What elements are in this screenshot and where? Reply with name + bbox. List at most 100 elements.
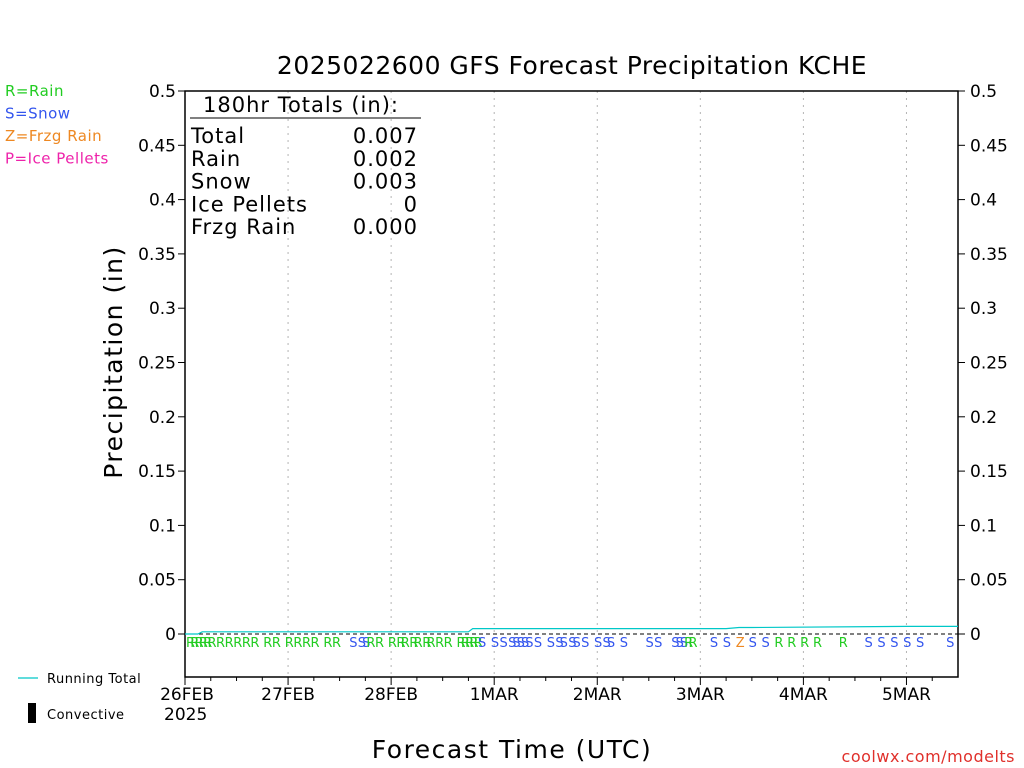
y-tick-label-left: 0.35	[138, 245, 176, 265]
x-tick-label: 26FEB	[160, 685, 214, 705]
precip-type-marker: R	[366, 636, 375, 651]
precip-type-marker: R	[435, 636, 444, 651]
totals-row-value: 0.000	[353, 215, 418, 239]
precip-type-marker: R	[186, 636, 195, 651]
precip-type-marker: R	[190, 636, 199, 651]
y-axis-right: 0 0.05 0.1 0.15 0.2 0.25 0.3 0.35 0.4 0.45 0.5	[958, 82, 1008, 645]
precip-type-marker: S	[512, 636, 520, 651]
precip-type-marker: S	[555, 636, 563, 651]
precip-type-marker: S	[581, 636, 589, 651]
precip-type-marker: S	[521, 636, 529, 651]
precip-type-marker: R	[195, 636, 204, 651]
precip-type-marker: S	[568, 636, 576, 651]
precip-type-marker: R	[688, 636, 697, 651]
precip-type-marker: S	[491, 636, 499, 651]
chart-title: 2025022600 GFS Forecast Precipitation KC…	[277, 51, 867, 80]
precip-type-marker: R	[285, 636, 294, 651]
precip-type-marker: R	[465, 636, 474, 651]
y-tick-label-right: 0	[970, 625, 981, 645]
totals-box: 180hr Totals (in): Total 0.007 Rain 0.002 Sn…	[190, 93, 421, 239]
totals-rows: Total 0.007 Rain 0.002 Snow 0.003 Ice Pellets 0…	[190, 124, 418, 239]
legend-entry: R=Rain	[5, 82, 64, 100]
precip-type-marker: S	[723, 636, 731, 651]
x-tick-label: 4MAR	[779, 685, 828, 705]
y-tick-label-left: 0	[165, 625, 176, 645]
precip-type-marker: R	[469, 636, 478, 651]
y-tick-label-right: 0.25	[970, 354, 1008, 374]
totals-row-value: 0	[404, 192, 418, 216]
precip-type-marker: R	[800, 636, 809, 651]
precip-type-marker: R	[787, 636, 796, 651]
precip-type-marker: S	[903, 636, 911, 651]
precip-type-marker: R	[813, 636, 822, 651]
precip-type-marker: R	[250, 636, 259, 651]
precip-type-marker: S	[890, 636, 898, 651]
precip-type-marker: R	[839, 636, 848, 651]
precip-type-legend: R=Rain S=Snow Z=Frzg Rain P=Ice Pellets	[5, 82, 108, 168]
precip-type-marker: R	[774, 636, 783, 651]
y-tick-label-left: 0.2	[149, 408, 176, 428]
precip-type-marker: R	[388, 636, 397, 651]
totals-row-label: Frzg Rain	[191, 215, 296, 239]
precip-type-marker: S	[517, 636, 525, 651]
x-axis: 26FEB 27FEB 28FEB 1MAR 2MAR 3MAR 4MAR 5MAR	[160, 677, 933, 705]
precip-type-marker: S	[865, 636, 873, 651]
precip-type-marker: R	[199, 636, 208, 651]
precip-type-marker: S	[362, 636, 370, 651]
precip-type-marker: R	[216, 636, 225, 651]
precip-type-marker: S	[478, 636, 486, 651]
y-tick-label-right: 0.5	[970, 82, 997, 102]
precip-type-marker: S	[358, 636, 366, 651]
precip-type-marker: R	[414, 636, 423, 651]
y-tick-label-left: 0.05	[138, 571, 176, 591]
y-tick-label-right: 0.45	[970, 136, 1008, 156]
x-tick-label: 28FEB	[364, 685, 418, 705]
source-watermark: coolwx.com/modelts	[842, 747, 1015, 766]
running-total-line	[185, 625, 958, 635]
legend-entry: S=Snow	[5, 105, 71, 123]
year-label: 2025	[164, 705, 207, 725]
precip-type-marker: S	[680, 636, 688, 651]
series-layer	[185, 625, 958, 635]
totals-row-label: Snow	[191, 170, 252, 194]
precip-type-marker: S	[547, 636, 555, 651]
y-tick-label-left: 0.4	[149, 191, 176, 211]
precip-type-marker: R	[409, 636, 418, 651]
x-axis-label: Forecast Time (UTC)	[372, 735, 652, 764]
precip-type-marker: S	[534, 636, 542, 651]
y-tick-label-right: 0.1	[970, 516, 997, 536]
precip-type-marker: S	[620, 636, 628, 651]
precip-type-marker: S	[916, 636, 924, 651]
totals-row-label: Total	[190, 124, 245, 148]
precip-type-marker: S	[594, 636, 602, 651]
precip-type-marker: R	[444, 636, 453, 651]
totals-row-value: 0.003	[353, 170, 418, 194]
precip-type-marker: R	[242, 636, 251, 651]
precip-type-marker: R	[263, 636, 272, 651]
precip-type-marker: S	[508, 636, 516, 651]
precip-type-marker: R	[474, 636, 483, 651]
y-tick-label-left: 0.1	[149, 516, 176, 536]
precip-type-marker: S	[499, 636, 507, 651]
precip-type-marker: S	[603, 636, 611, 651]
y-axis-label: Precipitation (in)	[99, 245, 128, 479]
precip-type-marker: S	[946, 636, 954, 651]
precip-type-marker: R	[426, 636, 435, 651]
precip-type-marker: S	[749, 636, 757, 651]
convective-legend-label: Convective	[47, 708, 125, 723]
totals-header: 180hr Totals (in):	[203, 93, 399, 117]
y-tick-label-right: 0.05	[970, 571, 1008, 591]
precip-type-marker: R	[311, 636, 320, 651]
y-tick-label-left: 0.25	[138, 354, 176, 374]
precip-type-marker: S	[761, 636, 769, 651]
y-tick-label-left: 0.45	[138, 136, 176, 156]
totals-row-value: 0.002	[353, 147, 418, 171]
precip-type-marker: R	[272, 636, 281, 651]
x-tick-label: 1MAR	[470, 685, 519, 705]
y-tick-label-left: 0.3	[149, 299, 176, 319]
precip-type-marker: R	[302, 636, 311, 651]
running-total-legend-label: Running Total	[47, 672, 141, 687]
precip-type-marker: S	[646, 636, 654, 651]
